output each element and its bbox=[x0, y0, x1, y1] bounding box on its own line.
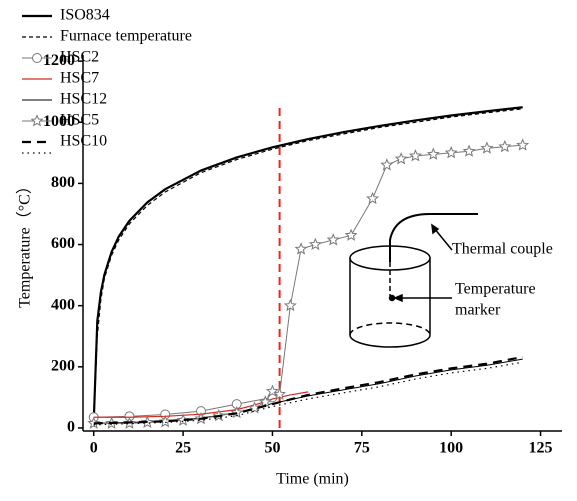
y-tick-label: 200 bbox=[51, 357, 75, 374]
line bbox=[93, 361, 523, 426]
wire bbox=[389, 213, 478, 262]
line bbox=[93, 355, 523, 425]
x-tick-label: 100 bbox=[439, 440, 463, 457]
point bbox=[283, 298, 297, 312]
arrow bbox=[433, 227, 453, 251]
point bbox=[498, 139, 512, 153]
y-tick-label: 1200 bbox=[43, 52, 75, 69]
point bbox=[462, 144, 476, 157]
point bbox=[326, 233, 340, 246]
x-tick-label: 75 bbox=[354, 440, 370, 457]
point bbox=[408, 149, 422, 162]
legend-marker bbox=[32, 53, 42, 63]
point bbox=[366, 191, 380, 205]
y-tick-label: 0 bbox=[67, 419, 75, 436]
y-tick-label: 400 bbox=[51, 296, 75, 313]
line bbox=[92, 106, 523, 422]
x-tick-label: 0 bbox=[90, 440, 98, 457]
cylinder-bottom-hidden bbox=[349, 322, 431, 336]
legend-label: HSC12 bbox=[60, 91, 107, 108]
y-axis-label: Temperature（°C） bbox=[16, 178, 34, 308]
legend-label: ISO834 bbox=[60, 7, 110, 24]
point bbox=[294, 242, 308, 255]
point bbox=[426, 147, 440, 160]
x-tick-label: 125 bbox=[529, 440, 553, 457]
point bbox=[308, 237, 322, 251]
point bbox=[444, 145, 458, 159]
arrowhead bbox=[393, 293, 403, 303]
point bbox=[258, 395, 272, 408]
point bbox=[480, 141, 494, 154]
legend-label: HSC7 bbox=[60, 70, 99, 87]
annotation: Thermal couple bbox=[452, 241, 553, 258]
legend-label: HSC5 bbox=[60, 112, 99, 129]
legend-label: HSC2 bbox=[60, 49, 99, 66]
annotation: Temperature bbox=[455, 281, 536, 298]
point bbox=[344, 228, 358, 241]
y-tick-label: 800 bbox=[51, 174, 75, 191]
line bbox=[93, 358, 523, 424]
point bbox=[273, 387, 287, 400]
legend-marker bbox=[30, 114, 44, 127]
x-tick-label: 25 bbox=[175, 440, 191, 457]
cylinder-bottom bbox=[349, 334, 431, 348]
line bbox=[93, 396, 273, 418]
y-tick-label: 600 bbox=[51, 235, 75, 252]
point bbox=[176, 413, 190, 426]
x-axis-label: Time (min) bbox=[276, 471, 349, 488]
legend-label: HSC10 bbox=[60, 133, 107, 150]
arrowhead bbox=[431, 223, 440, 235]
y-tick-label: 1000 bbox=[43, 113, 75, 130]
point bbox=[248, 401, 262, 414]
x-tick-label: 50 bbox=[264, 440, 280, 457]
point bbox=[394, 152, 408, 165]
line bbox=[93, 108, 523, 422]
legend-label: Furnace temperature bbox=[60, 28, 192, 45]
diagram bbox=[349, 213, 478, 348]
point bbox=[516, 138, 530, 151]
point bbox=[380, 158, 394, 171]
annotation: marker bbox=[455, 302, 501, 319]
